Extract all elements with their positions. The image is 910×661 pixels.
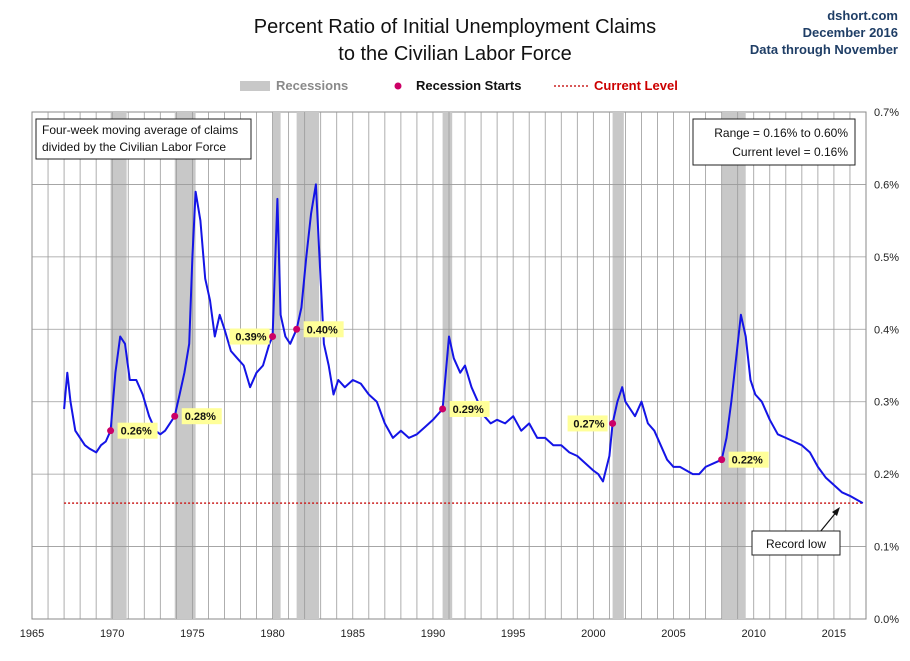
recession-band <box>110 112 127 619</box>
note-box-range: Range = 0.16% to 0.60% Current level = 0… <box>692 118 856 166</box>
recession-start-label-bg <box>181 408 222 425</box>
legend-current-level-label: Current Level <box>594 78 678 93</box>
recession-start-marker <box>718 456 726 464</box>
recession-start-label: 0.40% <box>307 324 338 336</box>
y-tick-label: 0.7% <box>874 107 899 119</box>
recession-start-marker <box>439 405 447 413</box>
x-tick-label: 1975 <box>180 628 204 640</box>
recession-band <box>272 112 281 619</box>
recession-start-label-bg <box>567 415 608 432</box>
y-tick-label: 0.1% <box>874 542 899 554</box>
chart-title-line2: to the Civilian Labor Force <box>338 43 571 65</box>
recession-start-label-bg <box>449 400 490 417</box>
note-range: Range = 0.16% to 0.60% <box>714 126 848 140</box>
note-description-line2: divided by the Civilian Labor Force <box>42 140 226 154</box>
recession-start-label: 0.39% <box>235 332 266 344</box>
y-tick-label: 0.5% <box>874 252 899 264</box>
y-axis-ticks: 0.0% 0.1% 0.2% 0.3% 0.4% 0.5% 0.6% 0.7% <box>874 107 899 626</box>
recession-start-label-bg <box>728 451 769 468</box>
legend-recessions-label: Recessions <box>276 78 348 93</box>
recession-start-label-bg <box>229 328 270 345</box>
note-box-description: Four-week moving average of claims divid… <box>35 118 252 160</box>
legend-recession-starts-label: Recession Starts <box>416 78 522 93</box>
y-tick-label: 0.4% <box>874 324 899 336</box>
recession-start-marker <box>609 419 617 427</box>
recession-start-label: 0.29% <box>453 404 484 416</box>
x-tick-label: 1990 <box>421 628 445 640</box>
y-tick-label: 0.6% <box>874 179 899 191</box>
x-tick-label: 2000 <box>581 628 605 640</box>
recession-start-marker <box>107 427 115 435</box>
recession-start-markers: 0.26% 0.28% 0.39% 0.40% 0.29% 0.27% 0.22% <box>107 321 769 468</box>
legend: Recessions Recession Starts Current Leve… <box>240 78 678 93</box>
note-description-line1: Four-week moving average of claims <box>42 123 238 137</box>
recession-start-marker <box>171 412 179 420</box>
x-tick-label: 1995 <box>501 628 525 640</box>
legend-recessions-swatch <box>240 81 270 91</box>
y-tick-label: 0.3% <box>874 397 899 409</box>
recession-band <box>612 112 624 619</box>
recession-start-label-bg <box>117 422 158 439</box>
recession-start-label: 0.26% <box>121 426 152 438</box>
source-date: December 2016 <box>803 25 898 40</box>
callout-record-low: Record low <box>751 507 841 556</box>
x-tick-label: 2005 <box>661 628 685 640</box>
legend-recession-starts-marker <box>394 82 402 90</box>
x-axis-ticks: 1965 1970 1975 1980 1985 1990 1995 2000 2005 2010… <box>20 628 846 640</box>
source-site: dshort.com <box>827 8 898 23</box>
chart-title-line1: Percent Ratio of Initial Unemployment Cl… <box>254 16 656 38</box>
x-tick-label: 1980 <box>260 628 284 640</box>
x-tick-label: 1985 <box>341 628 365 640</box>
recession-start-label-bg <box>303 321 344 338</box>
recession-start-marker <box>269 333 277 341</box>
x-tick-label: 1970 <box>100 628 124 640</box>
x-tick-label: 2015 <box>822 628 846 640</box>
x-tick-label: 2010 <box>741 628 765 640</box>
recession-start-marker <box>293 325 301 333</box>
note-current: Current level = 0.16% <box>732 145 848 159</box>
recession-bands <box>110 112 746 619</box>
x-tick-label: 1965 <box>20 628 44 640</box>
y-tick-label: 0.0% <box>874 614 899 626</box>
callout-record-low-label: Record low <box>766 537 826 551</box>
y-tick-label: 0.2% <box>874 469 899 481</box>
recession-start-label: 0.28% <box>185 411 216 423</box>
recession-start-label: 0.27% <box>573 418 604 430</box>
source-note: Data through November <box>750 42 898 57</box>
recession-band <box>721 112 746 619</box>
recession-start-label: 0.22% <box>732 455 763 467</box>
recession-band <box>296 112 320 619</box>
